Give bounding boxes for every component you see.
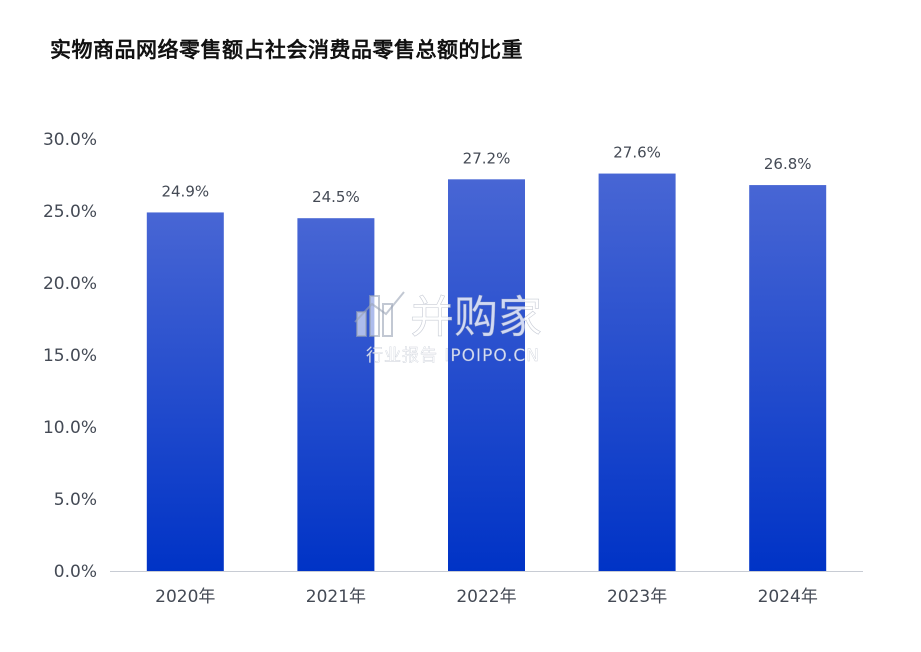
y-tick-label: 10.0% xyxy=(43,418,97,438)
bar-1 xyxy=(146,212,224,571)
data-label-2: 24.5% xyxy=(312,188,360,206)
x-tick-label: 2020年 xyxy=(155,587,215,607)
bar-3 xyxy=(448,179,525,571)
y-tick-label: 15.0% xyxy=(43,346,97,366)
bar-2 xyxy=(297,218,375,571)
y-tick-label: 0.0% xyxy=(54,562,97,582)
bars xyxy=(146,173,827,571)
data-label-5: 26.8% xyxy=(764,155,812,173)
x-tick-label: 2022年 xyxy=(456,587,516,607)
data-label-4: 27.6% xyxy=(613,144,661,162)
bar-5 xyxy=(749,185,827,571)
y-tick-label: 25.0% xyxy=(43,202,97,222)
y-tick-label: 5.0% xyxy=(54,490,97,510)
watermark: 并购家 行业报告 IPOIPO.CN xyxy=(354,291,542,366)
bar-4 xyxy=(598,173,676,571)
x-tick-label: 2024年 xyxy=(758,587,818,607)
y-tick-label: 20.0% xyxy=(43,274,97,294)
y-tick-label: 30.0% xyxy=(43,130,97,150)
x-tick-label: 2023年 xyxy=(607,587,667,607)
data-labels: 24.9% 24.5% 27.2% 27.6% 26.8% xyxy=(161,144,811,207)
data-label-1: 24.9% xyxy=(161,182,209,200)
watermark-subtext: 行业报告 IPOIPO.CN xyxy=(366,346,540,366)
watermark-text: 并购家 xyxy=(410,292,542,343)
chart-title: 实物商品网络零售额占社会消费品零售总额的比重 xyxy=(50,38,523,62)
watermark-logo-icon xyxy=(354,291,405,337)
data-label-3: 27.2% xyxy=(463,149,511,167)
x-axis-ticks: 2020年 2021年 2022年 2023年 2024年 xyxy=(155,587,818,607)
y-axis-ticks: 0.0% 5.0% 10.0% 15.0% 20.0% 25.0% 30.0% xyxy=(43,130,97,582)
x-tick-label: 2021年 xyxy=(306,587,366,607)
